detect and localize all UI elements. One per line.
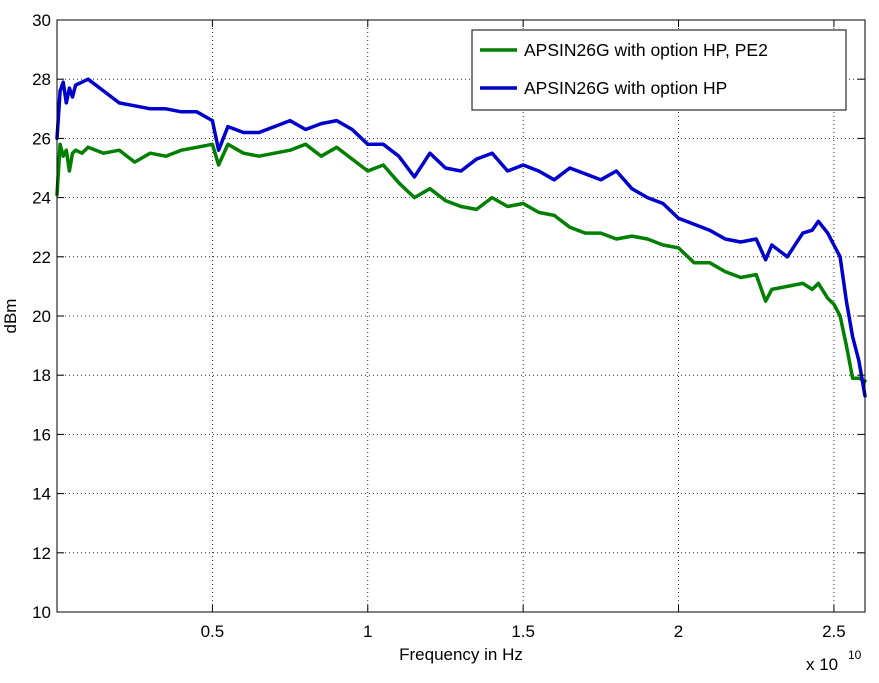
- grid: [57, 20, 865, 612]
- x-tick-label: 1.5: [511, 622, 535, 641]
- x-tick-label: 2: [674, 622, 683, 641]
- x-axis-label: Frequency in Hz: [399, 645, 523, 664]
- x-axis-multiplier: x 10 10: [806, 648, 862, 674]
- y-tick-label: 14: [32, 485, 51, 504]
- y-tick-label: 18: [32, 366, 51, 385]
- x-tick-label: 2.5: [822, 622, 846, 641]
- y-axis-label: dBm: [1, 299, 20, 334]
- x-multiplier-exponent: 10: [848, 648, 862, 662]
- y-tick-label: 26: [32, 129, 51, 148]
- y-tick-label: 30: [32, 11, 51, 30]
- y-tick-label: 22: [32, 248, 51, 267]
- legend: APSIN26G with option HP, PE2 APSIN26G wi…: [471, 29, 847, 111]
- x-tick-label: 0.5: [201, 622, 225, 641]
- y-tick-label: 20: [32, 307, 51, 326]
- y-tick-label: 16: [32, 425, 51, 444]
- axis-ticks: [57, 19, 865, 613]
- y-tick-label: 24: [32, 189, 51, 208]
- y-tick-label: 28: [32, 70, 51, 89]
- x-multiplier-base: x 10: [806, 655, 838, 674]
- legend-label-pe2: APSIN26G with option HP, PE2: [524, 40, 768, 60]
- x-tick-label: 1: [363, 622, 372, 641]
- series-line-hp-pe2: [55, 142, 867, 383]
- y-tick-label: 10: [32, 603, 51, 622]
- y-tick-label: 12: [32, 544, 51, 563]
- axis-tick-labels: 0.5 1 1.5 2 2.5 10 12 14 16 18 20 22 24 26 28 30: [32, 11, 846, 641]
- series-line-hp: [55, 77, 867, 398]
- series-group: [55, 77, 867, 398]
- legend-label-hp: APSIN26G with option HP: [524, 78, 727, 98]
- legend-box: [471, 29, 847, 111]
